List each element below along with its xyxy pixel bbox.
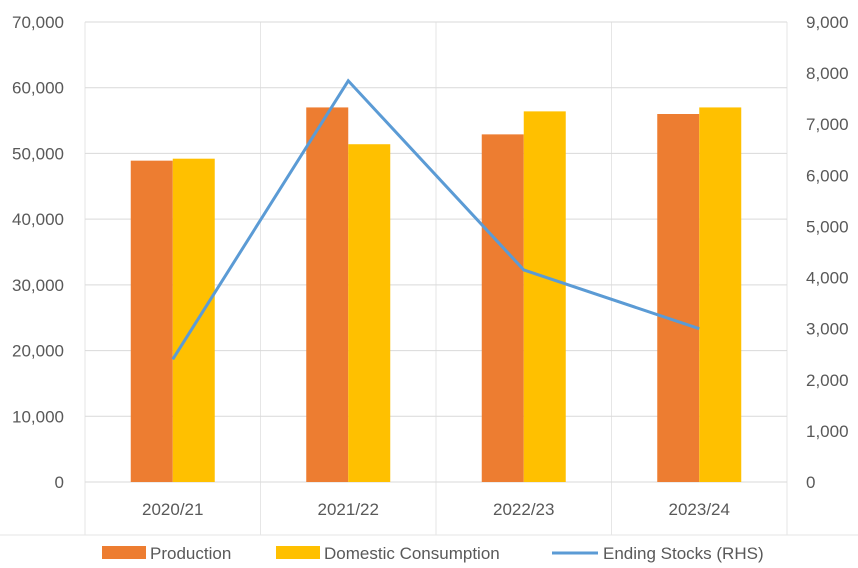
line-series	[171, 78, 700, 361]
left-axis-tick-labels: 0 10,000 20,000 30,000 40,000 50,000 60,000 70,…	[12, 13, 64, 492]
left-axis-tick-label: 50,000	[12, 144, 64, 163]
legend-label: Domestic Consumption	[324, 544, 500, 563]
left-axis-tick-label: 60,000	[12, 79, 64, 98]
bar-production	[306, 107, 349, 482]
right-axis-tick-label: 1,000	[806, 422, 849, 441]
left-axis-tick-label: 70,000	[12, 13, 64, 32]
legend-label: Production	[150, 544, 231, 563]
left-axis-tick-label: 0	[55, 473, 64, 492]
legend-swatch	[276, 546, 320, 559]
legend-label: Ending Stocks (RHS)	[603, 544, 764, 563]
vertical-gridlines	[0, 22, 858, 536]
right-axis-tick-label: 0	[806, 473, 815, 492]
bar-domestic-consumption	[523, 111, 566, 482]
x-axis-tick-label: 2023/24	[669, 500, 730, 519]
legend-swatch	[102, 546, 146, 559]
right-axis-tick-label: 4,000	[806, 269, 849, 288]
x-axis-tick-label: 2021/22	[318, 500, 379, 519]
left-axis-tick-label: 20,000	[12, 342, 64, 361]
right-axis-tick-label: 2,000	[806, 371, 849, 390]
left-axis-tick-label: 40,000	[12, 210, 64, 229]
bar-domestic-consumption	[348, 144, 391, 482]
right-axis-tick-label: 5,000	[806, 217, 849, 236]
bar-domestic-consumption	[699, 107, 742, 482]
right-axis-tick-labels: 0 1,000 2,000 3,000 4,000 5,000 6,000 7,000 8,00…	[806, 13, 849, 492]
x-axis-tick-label: 2020/21	[142, 500, 203, 519]
bar-production	[130, 160, 173, 482]
right-axis-tick-label: 7,000	[806, 115, 849, 134]
bar-domestic-consumption	[172, 158, 215, 482]
bar-series	[130, 107, 742, 482]
x-axis-tick-labels: 2020/21 2021/22 2022/23 2023/24	[142, 500, 730, 519]
x-axis-tick-label: 2022/23	[493, 500, 554, 519]
bar-production	[481, 134, 524, 482]
bar-production	[657, 114, 700, 482]
line-ending-stocks	[171, 78, 700, 361]
right-axis-tick-label: 3,000	[806, 320, 849, 339]
right-axis-tick-label: 6,000	[806, 166, 849, 185]
right-axis-tick-label: 8,000	[806, 64, 849, 83]
left-axis-tick-label: 30,000	[12, 276, 64, 295]
right-axis-tick-label: 9,000	[806, 13, 849, 32]
left-axis-tick-label: 10,000	[12, 407, 64, 426]
legend: Production Domestic Consumption Ending Sto…	[102, 544, 764, 563]
